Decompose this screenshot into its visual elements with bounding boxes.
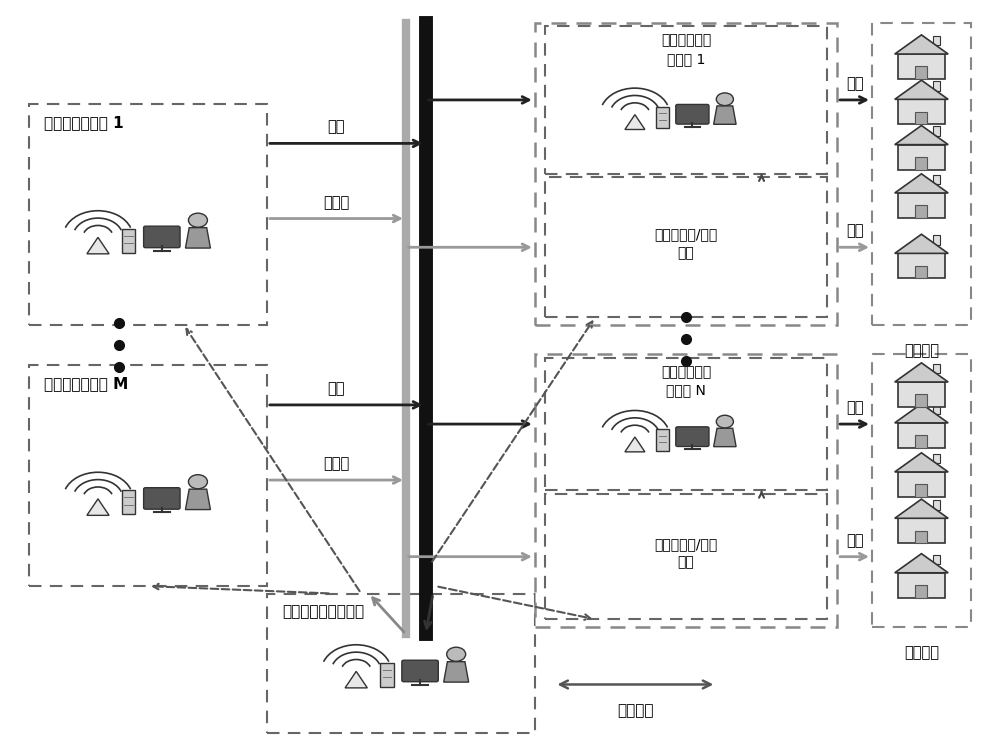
Bar <box>545 358 827 490</box>
Polygon shape <box>87 499 109 516</box>
Text: 供电: 供电 <box>846 76 863 91</box>
Polygon shape <box>625 437 645 452</box>
Bar <box>122 229 135 253</box>
Bar <box>933 127 940 136</box>
Bar <box>29 365 267 586</box>
Bar <box>933 500 940 510</box>
Bar <box>380 662 394 687</box>
Bar <box>933 36 940 45</box>
Circle shape <box>188 213 207 227</box>
Bar <box>535 22 837 325</box>
Text: 供热: 供热 <box>846 533 863 548</box>
Text: 终端用户: 终端用户 <box>904 645 939 660</box>
Bar <box>933 175 940 184</box>
Bar <box>872 22 971 325</box>
FancyBboxPatch shape <box>144 226 180 247</box>
Circle shape <box>716 93 733 106</box>
Text: 智能微能源网
运营商 1: 智能微能源网 运营商 1 <box>661 34 711 66</box>
Bar <box>898 382 945 407</box>
Bar <box>898 54 945 79</box>
Bar <box>872 354 971 627</box>
Text: 终端用户: 终端用户 <box>904 343 939 358</box>
Polygon shape <box>895 80 948 99</box>
Bar <box>898 145 945 170</box>
Text: 综合能源系统运营商: 综合能源系统运营商 <box>282 604 364 620</box>
Text: 电力: 电力 <box>328 381 345 396</box>
Bar <box>933 454 940 463</box>
Bar <box>898 423 945 448</box>
Polygon shape <box>345 671 367 688</box>
Polygon shape <box>185 228 210 248</box>
Text: 智能微能源网
运营商 N: 智能微能源网 运营商 N <box>661 365 711 398</box>
Bar <box>545 494 827 619</box>
Bar <box>656 429 669 451</box>
Bar <box>933 405 940 414</box>
Bar <box>898 472 945 497</box>
Text: 电力: 电力 <box>328 119 345 135</box>
Bar <box>915 435 927 448</box>
Bar <box>898 253 945 279</box>
Bar <box>545 26 827 174</box>
Bar <box>933 235 940 245</box>
Bar <box>267 594 535 734</box>
Bar <box>29 104 267 325</box>
Text: 综合能源供应商 M: 综合能源供应商 M <box>44 376 128 391</box>
Bar <box>933 364 940 373</box>
Polygon shape <box>895 499 948 519</box>
Text: 双向通信: 双向通信 <box>617 703 654 718</box>
Bar <box>915 586 927 597</box>
Bar <box>122 490 135 514</box>
Bar <box>915 530 927 543</box>
Polygon shape <box>895 404 948 423</box>
Polygon shape <box>714 106 736 124</box>
Bar <box>898 573 945 597</box>
Text: 能源转换器/储能
装置: 能源转换器/储能 装置 <box>654 227 718 260</box>
Bar <box>915 266 927 279</box>
Polygon shape <box>714 428 736 447</box>
Polygon shape <box>895 363 948 382</box>
Circle shape <box>188 475 207 489</box>
Text: 供电: 供电 <box>846 400 863 415</box>
Polygon shape <box>185 489 210 510</box>
Bar <box>898 193 945 218</box>
Bar <box>933 554 940 564</box>
Text: 天然气: 天然气 <box>323 194 350 209</box>
Text: 能源转换器/储能
装置: 能源转换器/储能 装置 <box>654 537 718 569</box>
FancyBboxPatch shape <box>676 427 709 446</box>
Bar <box>915 112 927 124</box>
Polygon shape <box>625 115 645 130</box>
Polygon shape <box>444 662 469 682</box>
Text: 天然气: 天然气 <box>323 456 350 472</box>
Bar <box>915 394 927 407</box>
Bar <box>915 206 927 218</box>
Polygon shape <box>87 238 109 254</box>
Circle shape <box>716 415 733 428</box>
Bar <box>915 157 927 170</box>
Polygon shape <box>895 234 948 253</box>
FancyBboxPatch shape <box>676 104 709 124</box>
Polygon shape <box>895 453 948 472</box>
Polygon shape <box>895 554 948 573</box>
Bar <box>545 177 827 317</box>
FancyBboxPatch shape <box>402 660 438 682</box>
Polygon shape <box>895 35 948 54</box>
Bar <box>915 484 927 497</box>
Bar <box>933 81 940 91</box>
FancyBboxPatch shape <box>144 488 180 509</box>
Polygon shape <box>895 174 948 193</box>
Circle shape <box>447 647 466 662</box>
Text: 综合能源供应商 1: 综合能源供应商 1 <box>44 115 123 130</box>
Bar <box>898 99 945 124</box>
Bar <box>915 66 927 79</box>
Bar <box>656 107 669 128</box>
Bar <box>898 519 945 543</box>
Bar <box>535 354 837 627</box>
Polygon shape <box>895 125 948 145</box>
Text: 供热: 供热 <box>846 224 863 238</box>
